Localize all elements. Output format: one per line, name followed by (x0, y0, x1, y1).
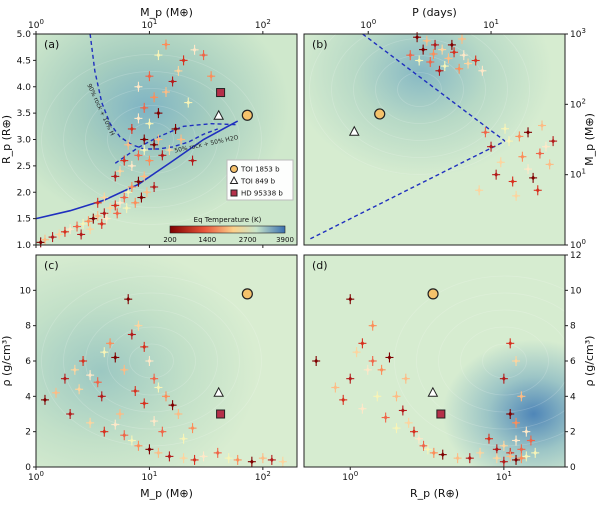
y-tick-label: 3.0 (17, 136, 32, 146)
y-tick-label: 6 (25, 357, 31, 367)
marker-hd-95338-b (217, 89, 225, 97)
y-tick-label: 12 (570, 251, 581, 261)
y-tick-label: 8 (25, 322, 31, 332)
y-tick-label: 0 (570, 463, 576, 473)
colorbar-tick-label: 200 (163, 236, 176, 244)
y-tick-label: 101 (570, 168, 586, 181)
y-tick-label: 103 (570, 27, 586, 40)
y-tick-label: 10 (570, 286, 582, 296)
x-tick-label: 100 (342, 470, 358, 483)
marker-toi-1853-b (428, 289, 438, 299)
legend-label: TOI 849 b (240, 178, 276, 186)
panel-background-0 (36, 34, 297, 245)
x-axis-label-top: P (days) (412, 6, 457, 19)
y-tick-label: 0 (25, 463, 31, 473)
y-axis-label-right: ρ (g/cm³) (583, 336, 596, 387)
x-tick-label-top: 100 (360, 18, 376, 31)
y-tick-label: 4 (570, 392, 576, 402)
panel-background-2 (36, 255, 297, 467)
y-tick-label: 4.0 (17, 83, 32, 93)
marker-toi-1853-b (375, 109, 385, 119)
y-axis-label: R_p (R⊕) (0, 115, 13, 164)
x-tick-label-top: 102 (255, 18, 271, 31)
panel-letter: (a) (44, 38, 59, 51)
x-tick-label: 102 (255, 470, 271, 483)
panel-letter: (c) (44, 259, 59, 272)
panel-letter: (b) (312, 38, 328, 51)
legend-marker (231, 190, 237, 196)
marker-toi-1853-b (242, 110, 252, 120)
y-tick-label: 2.5 (17, 162, 31, 172)
y-axis-label: ρ (g/cm³) (0, 336, 13, 387)
colorbar-tick-label: 1400 (198, 236, 216, 244)
y-tick-label: 5.0 (17, 30, 32, 40)
x-tick-label: 101 (141, 470, 157, 483)
colorbar-tick-label: 3900 (276, 236, 294, 244)
y-tick-label: 2 (25, 428, 31, 438)
y-tick-label: 4 (25, 392, 31, 402)
legend-marker (231, 166, 238, 173)
panel-letter: (d) (312, 259, 328, 272)
x-tick-label-top: 101 (141, 18, 157, 31)
y-tick-label: 1.5 (17, 215, 31, 225)
colorbar (170, 226, 285, 233)
y-tick-label: 3.5 (17, 109, 31, 119)
y-axis-label-right: M_p (M⊕) (583, 113, 596, 166)
x-tick-label: 101 (496, 470, 512, 483)
x-axis-label-top: M_p (M⊕) (140, 6, 193, 19)
colorbar-title: Eq Temperature (K) (194, 216, 262, 224)
y-tick-label: 8 (570, 322, 576, 332)
x-axis-label: R_p (R⊕) (410, 487, 459, 500)
y-tick-label: 10 (20, 286, 32, 296)
legend-label: TOI 1853 b (240, 166, 280, 174)
y-tick-label: 1.0 (17, 241, 32, 251)
marker-hd-95338-b (217, 410, 225, 418)
marker-toi-1853-b (242, 289, 252, 299)
y-tick-label: 2 (570, 428, 576, 438)
y-tick-label: 4.5 (17, 56, 31, 66)
y-tick-label: 2.0 (17, 188, 32, 198)
x-axis-label: M_p (M⊕) (140, 487, 193, 500)
y-tick-label: 102 (570, 97, 586, 110)
y-tick-label: 100 (570, 238, 586, 251)
y-tick-label: 6 (570, 357, 576, 367)
colorbar-tick-label: 2700 (239, 236, 257, 244)
marker-hd-95338-b (437, 410, 445, 418)
legend-label: HD 95338 b (241, 190, 283, 198)
